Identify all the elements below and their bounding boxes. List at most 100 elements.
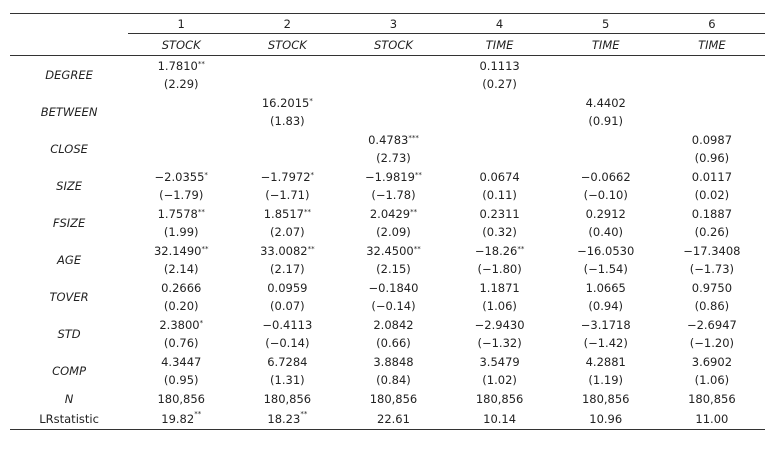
cell-stack: 6.7284 (1.31) <box>234 353 340 389</box>
coefficient: 0.0987 <box>692 131 732 149</box>
regression-table-container: 1 2 3 4 5 6 STOCK STOCK STOCK TIME TIME … <box>10 13 765 430</box>
cell-stack: 1.0665 (0.94) <box>553 279 659 315</box>
t-statistic: (0.95) <box>163 372 199 387</box>
table-cell: 0.4783*** (2.73) <box>340 130 446 167</box>
coefficient: −17.3408 <box>683 242 740 260</box>
table-cell <box>658 55 765 93</box>
significance-stars: ** <box>201 244 209 253</box>
table-cell: −2.6947 (−1.20) <box>659 315 765 352</box>
t-statistic: (−1.42) <box>583 335 628 350</box>
statistic-value: 180,856 <box>475 392 524 406</box>
cell-stack: 0.2912 (0.40) <box>553 205 659 241</box>
cell-stack: 1.8517** (2.07) <box>234 205 340 241</box>
t-statistic: (1.06) <box>482 298 517 313</box>
coefficient: −1.7972* <box>261 168 314 186</box>
table-cell: −0.0662 (−0.10) <box>553 167 659 204</box>
coefficient-value: 32.1490 <box>153 243 202 258</box>
statistic-value: 10.14 <box>483 412 517 426</box>
table-cell <box>234 130 340 167</box>
cell-stack: 3.5479 (1.02) <box>447 353 553 389</box>
t-statistic: (0.02) <box>694 187 730 202</box>
dependent-variable: TIME <box>446 33 553 56</box>
table-row: AGE 32.1490** (2.14) 33.0082** (2.17) 32.4500… <box>10 241 765 278</box>
table-cell: 0.0959 (0.07) <box>234 278 340 315</box>
cell-stack: −2.6947 (−1.20) <box>659 316 765 352</box>
dependent-variable: STOCK <box>234 33 341 56</box>
cell-stack: 32.1490** (2.14) <box>128 242 234 278</box>
cell-stack <box>447 94 553 130</box>
t-statistic: (0.86) <box>694 298 730 313</box>
row-label: DEGREE <box>10 55 129 93</box>
cell-stack: −2.0355* (−1.79) <box>128 168 234 204</box>
cell-stack <box>553 57 659 93</box>
table-cell: 4.2881 (1.19) <box>553 352 659 389</box>
cell-stack: 2.3800* (0.76) <box>128 316 234 352</box>
table-cell: 0.1887 (0.26) <box>659 204 765 241</box>
t-statistic: (0.91) <box>588 113 624 128</box>
coefficient: −0.4113 <box>262 316 312 334</box>
t-statistic: (−1.71) <box>265 187 310 202</box>
table-cell <box>659 93 765 130</box>
table-cell: 0.9750 (0.86) <box>659 278 765 315</box>
table-cell: 11.00 <box>658 409 765 430</box>
coefficient: 0.2666 <box>161 279 201 297</box>
header-corner <box>10 13 129 34</box>
table-cell: 1.1871 (1.06) <box>447 278 553 315</box>
t-statistic: (2.73) <box>376 150 411 165</box>
coefficient: −18.26** <box>475 242 525 260</box>
coefficient: 33.0082** <box>260 242 315 260</box>
dependent-variable: STOCK <box>340 33 447 56</box>
table-cell: 180,856 <box>659 389 765 409</box>
coefficient-value: 0.9750 <box>691 280 733 295</box>
significance-stars: * <box>199 318 204 327</box>
statistic-value: 180,856 <box>688 392 736 406</box>
significance-stars: ** <box>307 244 315 253</box>
coefficient-value: 4.2881 <box>585 354 626 369</box>
table-cell: 19.82** <box>128 409 235 430</box>
cell-stack: 0.4783*** (2.73) <box>340 131 446 167</box>
coefficient: 3.6902 <box>692 353 732 371</box>
table-row: TOVER 0.2666 (0.20) 0.0959 (0.07) −0.1840 (−0.… <box>10 278 765 315</box>
t-statistic: (2.07) <box>270 224 305 239</box>
t-statistic: (2.29) <box>163 76 199 91</box>
t-statistic: (2.15) <box>376 261 411 276</box>
regression-table: 1 2 3 4 5 6 STOCK STOCK STOCK TIME TIME … <box>10 13 765 430</box>
cell-stack: 0.0117 (0.02) <box>659 168 765 204</box>
coefficient-value: 4.4402 <box>585 95 626 110</box>
t-statistic: (−1.78) <box>371 187 416 202</box>
coefficient-value: −1.9819 <box>365 169 415 184</box>
cell-stack: 2.0842 (0.66) <box>340 316 446 352</box>
dependent-variable-row: STOCK STOCK STOCK TIME TIME TIME <box>10 33 765 56</box>
coefficient-value: 1.7578 <box>157 206 198 221</box>
table-cell: 0.2666 (0.20) <box>128 278 234 315</box>
statistic-value: 10.96 <box>589 412 623 426</box>
cell-stack: 4.2881 (1.19) <box>553 353 659 389</box>
cell-stack: 0.0674 (0.11) <box>447 168 553 204</box>
row-label: STD <box>57 326 81 341</box>
t-statistic: (−1.80) <box>477 261 522 276</box>
coefficient: 1.7810** <box>158 57 205 75</box>
cell-stack: 2.0429** (2.09) <box>340 205 446 241</box>
coefficient: −0.0662 <box>581 168 631 186</box>
table-row: N 180,856 180,856 180,856 180,856 180,856 180,… <box>10 389 765 409</box>
cell-stack: 4.4402 (0.91) <box>553 94 659 130</box>
coefficient: 0.0117 <box>692 168 732 186</box>
t-statistic: (1.31) <box>270 372 305 387</box>
coefficient-value: 1.7810 <box>157 58 198 73</box>
row-label: COMP <box>52 363 87 378</box>
coefficient-value: 16.2015 <box>261 95 310 110</box>
t-statistic: (−1.54) <box>583 261 628 276</box>
coefficient-value: 1.0665 <box>585 280 626 295</box>
t-statistic: (0.76) <box>163 335 199 350</box>
cell-stack <box>128 131 234 167</box>
cell-stack <box>340 57 446 93</box>
cell-stack <box>340 94 446 130</box>
row-label: N <box>64 392 74 406</box>
cell-stack: 0.0987 (0.96) <box>659 131 765 167</box>
dependent-variable: TIME <box>552 33 659 56</box>
coefficient-value: 3.8848 <box>373 354 414 369</box>
table-cell: 4.4402 (0.91) <box>553 93 659 130</box>
dependent-variable: TIME <box>658 33 765 56</box>
table-cell: 1.7810** (2.29) <box>128 55 235 93</box>
table-cell: 18.23** <box>234 409 341 430</box>
